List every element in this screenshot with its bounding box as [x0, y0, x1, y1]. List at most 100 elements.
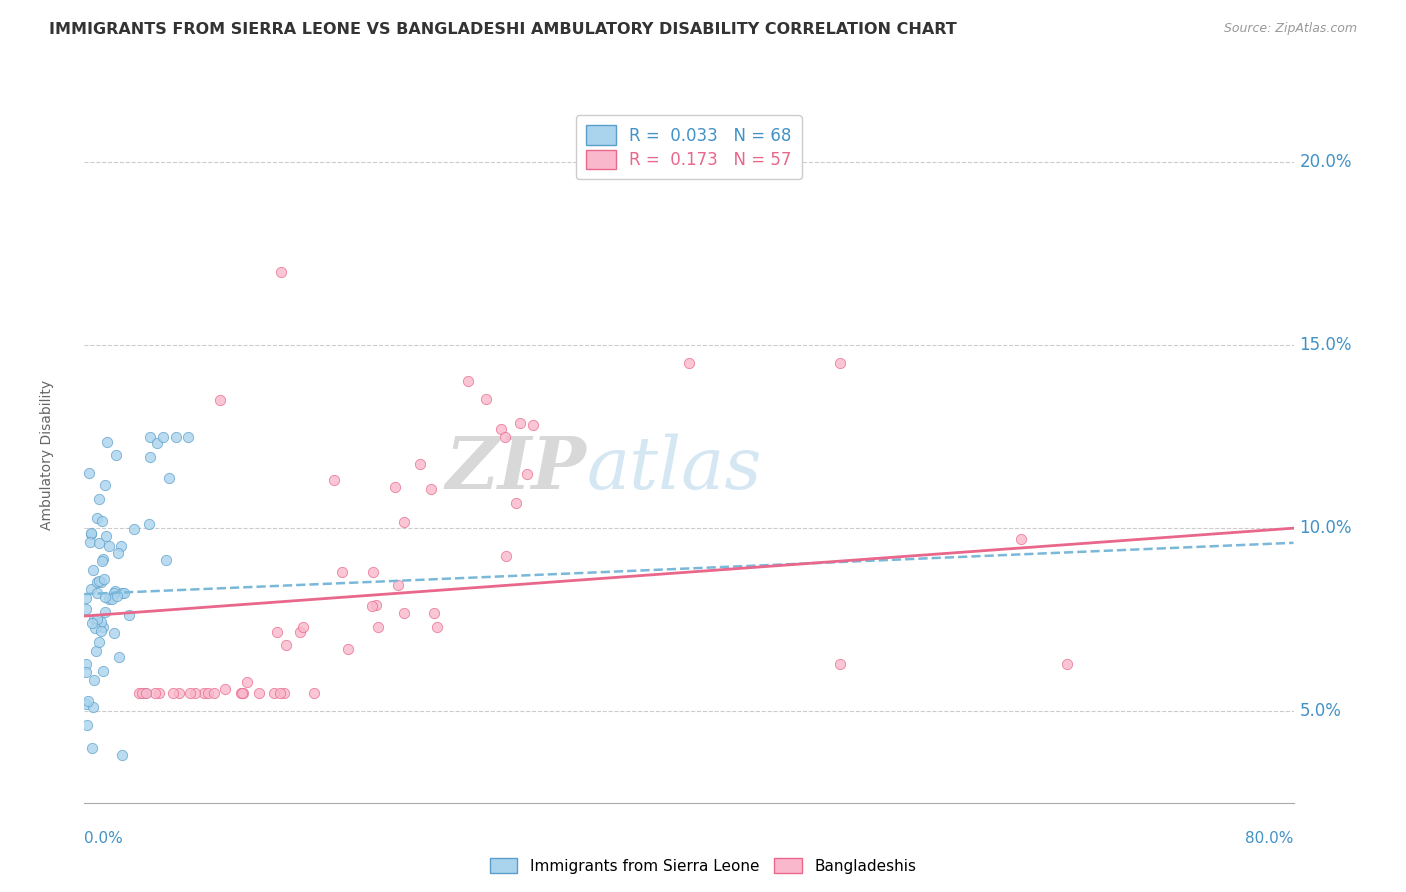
Point — [364, 599, 387, 613]
Point — [91, 553, 114, 567]
Point — [302, 686, 325, 700]
Point — [86, 574, 108, 589]
Point — [89, 635, 111, 649]
Point — [108, 650, 131, 665]
Point — [100, 592, 122, 607]
Point — [83, 621, 105, 635]
Text: ZIP: ZIP — [446, 434, 586, 504]
Point — [273, 686, 295, 700]
Point — [75, 657, 97, 671]
Point — [118, 608, 141, 623]
Point — [229, 686, 252, 700]
Point — [330, 566, 353, 580]
Point — [155, 553, 177, 567]
Point — [157, 470, 180, 484]
Point — [522, 417, 544, 432]
Point — [80, 740, 103, 755]
Point — [139, 429, 162, 443]
Point — [516, 467, 538, 481]
Point — [103, 586, 125, 600]
Point — [193, 686, 215, 700]
Point — [79, 526, 101, 541]
Point — [162, 686, 184, 700]
Point — [90, 574, 112, 589]
Point — [107, 545, 129, 559]
Point — [94, 477, 117, 491]
Point — [80, 582, 103, 596]
Point — [392, 515, 415, 529]
Point — [392, 606, 415, 620]
Point — [91, 665, 114, 679]
Point — [93, 572, 115, 586]
Point — [86, 612, 108, 626]
Point — [165, 429, 187, 443]
Point — [91, 620, 114, 634]
Point — [82, 700, 104, 714]
Point — [76, 717, 98, 731]
Point — [387, 577, 409, 591]
Point — [266, 625, 288, 640]
Point — [152, 429, 174, 443]
Point — [1011, 532, 1033, 546]
Point — [98, 592, 121, 607]
Point — [143, 686, 166, 700]
Point — [105, 589, 128, 603]
Point — [134, 686, 156, 700]
Point — [111, 748, 134, 763]
Point — [75, 665, 97, 679]
Point — [97, 539, 120, 553]
Point — [209, 392, 232, 407]
Point — [91, 552, 114, 566]
Point — [426, 620, 449, 634]
Text: 10.0%: 10.0% — [1299, 519, 1353, 537]
Point — [678, 356, 700, 370]
Point — [167, 686, 190, 700]
Point — [179, 686, 201, 700]
Point — [274, 638, 297, 652]
Point — [422, 606, 444, 620]
Point — [231, 686, 253, 700]
Point — [94, 529, 117, 543]
Point — [82, 564, 104, 578]
Point — [494, 430, 516, 444]
Text: 0.0%: 0.0% — [84, 830, 124, 846]
Point — [232, 686, 254, 700]
Point — [93, 591, 115, 605]
Point — [148, 686, 170, 700]
Point — [291, 620, 314, 634]
Point — [509, 416, 531, 430]
Point — [184, 686, 207, 700]
Point — [475, 392, 498, 407]
Text: 15.0%: 15.0% — [1299, 336, 1353, 354]
Point — [263, 686, 285, 700]
Point — [337, 642, 360, 657]
Point — [1056, 657, 1078, 671]
Point — [236, 675, 259, 690]
Point — [83, 673, 105, 688]
Point — [104, 449, 127, 463]
Point — [138, 450, 160, 464]
Point — [75, 697, 97, 711]
Point — [90, 514, 112, 528]
Text: atlas: atlas — [586, 434, 762, 504]
Point — [830, 356, 852, 370]
Point — [197, 686, 219, 700]
Text: 20.0%: 20.0% — [1299, 153, 1353, 171]
Point — [131, 686, 153, 700]
Point — [111, 586, 134, 600]
Point — [491, 422, 513, 436]
Text: IMMIGRANTS FROM SIERRA LEONE VS BANGLADESHI AMBULATORY DISABILITY CORRELATION CH: IMMIGRANTS FROM SIERRA LEONE VS BANGLADE… — [49, 22, 957, 37]
Point — [202, 686, 225, 700]
Point — [177, 429, 200, 443]
Point — [86, 586, 108, 600]
Point — [146, 436, 169, 450]
Point — [323, 473, 346, 487]
Point — [214, 681, 236, 696]
Point — [409, 458, 432, 472]
Point — [89, 491, 111, 506]
Point — [269, 686, 291, 700]
Text: 5.0%: 5.0% — [1299, 702, 1341, 720]
Point — [75, 602, 97, 616]
Point — [96, 435, 118, 450]
Point — [77, 467, 100, 481]
